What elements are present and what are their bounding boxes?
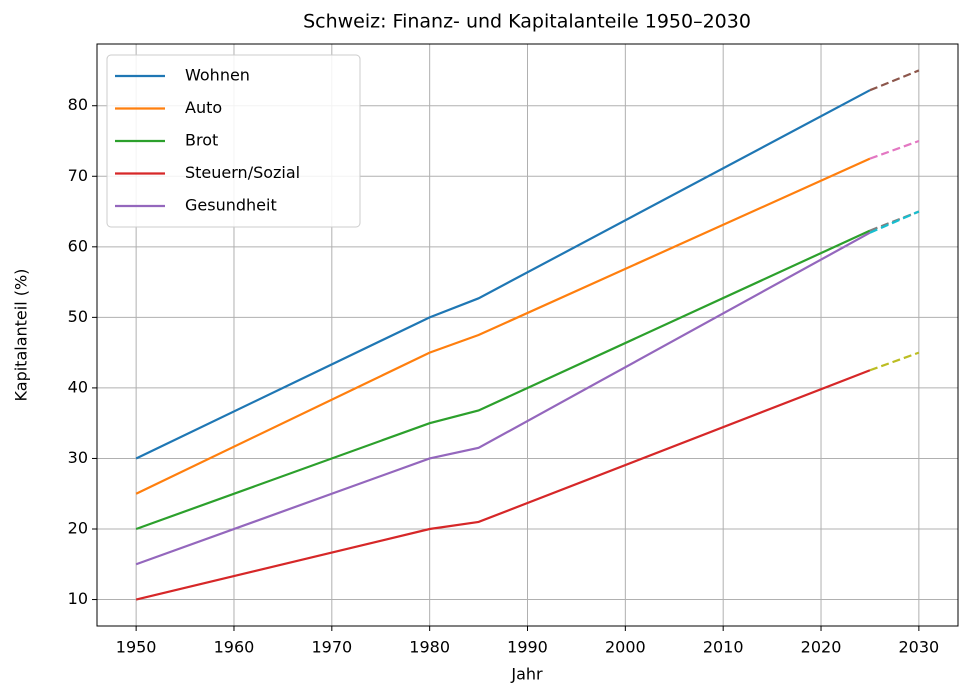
line-series	[135, 229, 871, 531]
legend-label: Gesundheit	[185, 196, 277, 215]
forecast-line	[869, 210, 920, 234]
legend-label: Brot	[185, 131, 218, 150]
x-tick-label: 2020	[801, 638, 842, 657]
x-tick-label: 2000	[605, 638, 646, 657]
plot-frame	[96, 43, 959, 627]
legend-box	[106, 54, 361, 228]
x-tick-label: 1980	[409, 638, 450, 657]
y-tick-label: 10	[68, 589, 88, 608]
x-tick-label: 1950	[116, 638, 157, 657]
forecast-line	[869, 351, 920, 372]
line-series	[135, 231, 871, 566]
x-tick-label: 1960	[214, 638, 255, 657]
forecast-line	[869, 69, 920, 92]
legend-label: Steuern/Sozial	[185, 163, 300, 182]
x-tick-label: 2030	[899, 638, 940, 657]
y-tick-label: 40	[68, 377, 88, 396]
forecast-line	[869, 139, 920, 160]
y-tick-label: 80	[68, 95, 88, 114]
y-tick-label: 70	[68, 166, 88, 185]
y-tick-label: 50	[68, 307, 88, 326]
x-axis-label: Jahr	[510, 665, 543, 684]
x-tick-label: 2010	[703, 638, 744, 657]
y-axis-label: Kapitalanteil (%)	[12, 269, 31, 402]
line-series	[135, 369, 871, 601]
x-tick-label: 1970	[311, 638, 352, 657]
line-series	[135, 89, 871, 460]
x-tick-label: 1990	[507, 638, 548, 657]
chart-title: Schweiz: Finanz- und Kapitalanteile 1950…	[303, 11, 751, 33]
legend-label: Wohnen	[185, 66, 250, 85]
y-tick-label: 60	[68, 236, 88, 255]
line-series	[135, 157, 871, 495]
y-tick-label: 20	[68, 519, 88, 538]
y-tick-label: 30	[68, 448, 88, 467]
legend-label: Auto	[185, 98, 222, 117]
